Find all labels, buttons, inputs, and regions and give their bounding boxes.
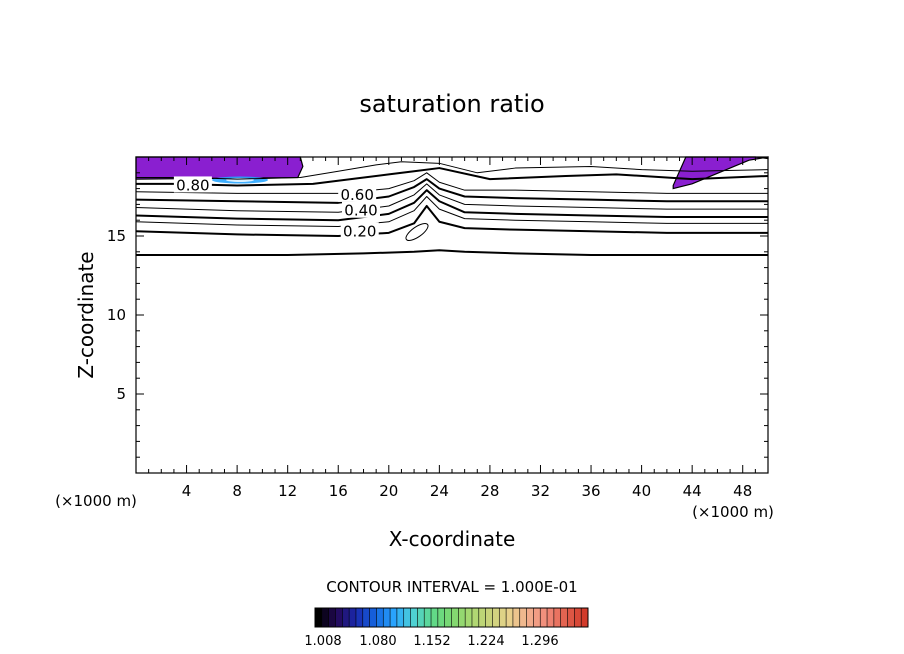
colorbar-swatch bbox=[574, 608, 582, 627]
x-tick-label: 20 bbox=[379, 482, 398, 500]
colorbar-label: 1.224 bbox=[467, 634, 504, 649]
colorbar-swatch bbox=[355, 608, 364, 627]
contour-label-mask bbox=[341, 201, 380, 218]
colorbar-swatch bbox=[512, 608, 521, 627]
colorbar-swatch bbox=[349, 608, 357, 627]
y-axis-title: Z-coordinate bbox=[74, 251, 98, 378]
contour-line bbox=[136, 167, 769, 187]
colorbar-swatch bbox=[485, 608, 493, 627]
y-tick-label: 10 bbox=[107, 306, 126, 324]
colorbar-swatch bbox=[465, 608, 473, 627]
colorbar-label: 1.080 bbox=[359, 634, 396, 649]
colorbar-swatch bbox=[376, 608, 384, 627]
colorbar-swatch bbox=[458, 608, 466, 627]
colorbar-swatch bbox=[478, 608, 486, 627]
contour-line bbox=[135, 189, 768, 222]
colorbar-swatch bbox=[526, 608, 534, 627]
colorbar: 1.008 1.080 1.152 1.224 1.296 bbox=[304, 607, 589, 649]
colorbar-swatch bbox=[451, 608, 459, 627]
contour-line bbox=[135, 196, 768, 228]
colorbar-swatch bbox=[444, 608, 452, 627]
colorbar-swatch bbox=[519, 608, 527, 627]
colorbar-swatch bbox=[553, 608, 561, 627]
x-tick-label: 12 bbox=[278, 482, 297, 500]
colorbar-swatch bbox=[437, 608, 445, 627]
colorbar-swatch bbox=[362, 608, 370, 627]
contour-line bbox=[136, 161, 769, 180]
y-tick-label: 5 bbox=[116, 385, 126, 403]
x-tick-label: 48 bbox=[733, 482, 752, 500]
y-axis-unit-label: (×1000 m) bbox=[55, 492, 137, 510]
x-tick-label: 24 bbox=[430, 482, 449, 500]
contour-lines bbox=[135, 161, 769, 256]
x-tick-label: 4 bbox=[182, 482, 192, 500]
colorbar-frame bbox=[314, 607, 589, 628]
colorbar-swatch bbox=[533, 608, 541, 627]
colorbar-label: 1.152 bbox=[413, 634, 450, 649]
colorbar-swatch bbox=[567, 608, 575, 627]
colorbar-label: 1.008 bbox=[304, 634, 341, 649]
contour-label-mask bbox=[173, 176, 212, 193]
contour-line bbox=[135, 183, 768, 213]
x-tick-label: 28 bbox=[480, 482, 499, 500]
colorbar-swatch bbox=[471, 608, 480, 627]
y-tick-label: 15 bbox=[107, 227, 126, 245]
colorbar-swatch bbox=[315, 608, 323, 627]
colorbar-swatch bbox=[431, 608, 439, 627]
contour-label-mask bbox=[340, 222, 379, 239]
colorbar-swatch bbox=[492, 608, 500, 627]
y-axis: 5 10 15 bbox=[107, 172, 768, 458]
colorbar-swatch bbox=[424, 608, 432, 627]
x-tick-label: 40 bbox=[632, 482, 651, 500]
x-tick-label: 44 bbox=[683, 482, 702, 500]
contour-closed-loop bbox=[405, 222, 429, 242]
contour-label: 0.80 bbox=[176, 176, 209, 194]
colorbar-swatch bbox=[335, 608, 343, 627]
chart-title: saturation ratio bbox=[359, 90, 544, 118]
x-axis-title: X-coordinate bbox=[389, 527, 516, 551]
colorbar-swatch bbox=[581, 608, 589, 627]
colorbar-swatch bbox=[328, 608, 336, 627]
colorbar-swatch bbox=[540, 608, 548, 627]
contour-line bbox=[135, 172, 768, 194]
colorbar-swatch bbox=[506, 608, 514, 627]
colorbar-swatch bbox=[369, 608, 377, 627]
colorbar-swatch bbox=[417, 608, 425, 627]
colorbar-swatch bbox=[403, 608, 411, 627]
x-axis-unit-label: (×1000 m) bbox=[692, 503, 774, 521]
colorbar-swatch bbox=[342, 608, 350, 627]
x-axis: 4 8 12 16 20 24 28 32 36 40 44 48 bbox=[148, 157, 756, 500]
x-tick-label: 16 bbox=[329, 482, 348, 500]
x-tick-label: 36 bbox=[581, 482, 600, 500]
colorbar-swatch bbox=[383, 608, 391, 627]
contour-label: 0.20 bbox=[343, 222, 376, 240]
colorbar-swatch bbox=[390, 608, 398, 627]
x-tick-label: 32 bbox=[531, 482, 550, 500]
colorbar-swatch bbox=[410, 608, 418, 627]
colorbar-swatch bbox=[547, 608, 555, 627]
colorbar-swatch bbox=[396, 608, 405, 627]
contour-line bbox=[135, 178, 768, 204]
plot-area: 0.80 0.600.40 0.20 bbox=[135, 156, 769, 474]
colorbar-swatch bbox=[560, 608, 568, 627]
colorbar-swatch bbox=[499, 608, 507, 627]
contour-label: 0.40 bbox=[344, 202, 377, 220]
contour-labels: 0.80 0.600.40 0.20 bbox=[173, 176, 380, 240]
x-tick-label: 8 bbox=[232, 482, 242, 500]
colorbar-swatch bbox=[321, 608, 329, 627]
plot-background bbox=[136, 157, 768, 473]
contour-line bbox=[136, 249, 768, 256]
colorbar-label: 1.296 bbox=[521, 634, 558, 649]
contour-label-mask bbox=[338, 185, 377, 202]
contour-line bbox=[135, 204, 768, 237]
contour-label: 0.60 bbox=[340, 186, 373, 204]
contour-interval-text: CONTOUR INTERVAL = 1.000E-01 bbox=[326, 578, 577, 596]
